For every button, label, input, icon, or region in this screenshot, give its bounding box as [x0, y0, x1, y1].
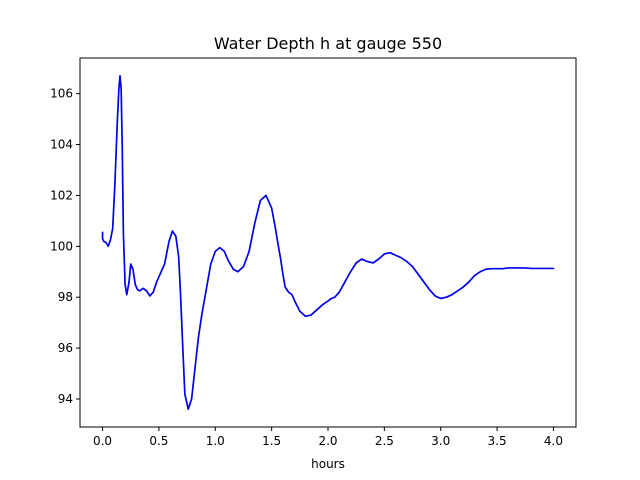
axes-frame [79, 57, 577, 428]
y-tick-label: 98 [58, 290, 73, 304]
x-tick-label: 0.0 [93, 434, 112, 448]
x-tick-label: 2.5 [375, 434, 394, 448]
plot-area [101, 74, 555, 411]
y-tick-label: 100 [50, 239, 73, 253]
x-tick-label: 3.0 [431, 434, 450, 448]
chart-title: Water Depth h at gauge 550 [214, 34, 442, 53]
y-tick-label: 96 [58, 341, 73, 355]
x-axis: 0.0 0.5 1.0 1.5 2.0 2.5 3.0 3.5 4.0 [93, 427, 563, 448]
x-tick-label: 3.5 [488, 434, 507, 448]
x-tick-label: 1.5 [262, 434, 281, 448]
y-tick-label: 106 [50, 87, 73, 101]
y-axis: 94 96 98 100 102 104 106 [50, 87, 80, 406]
y-tick-label: 94 [58, 392, 73, 406]
x-tick-label: 0.5 [149, 434, 168, 448]
x-axis-label: hours [311, 457, 345, 471]
y-tick-label: 102 [50, 188, 73, 202]
x-tick-label: 1.0 [206, 434, 225, 448]
series-line [101, 74, 555, 411]
x-tick-label: 2.0 [318, 434, 337, 448]
x-tick-label: 4.0 [544, 434, 563, 448]
y-tick-label: 104 [50, 138, 73, 152]
